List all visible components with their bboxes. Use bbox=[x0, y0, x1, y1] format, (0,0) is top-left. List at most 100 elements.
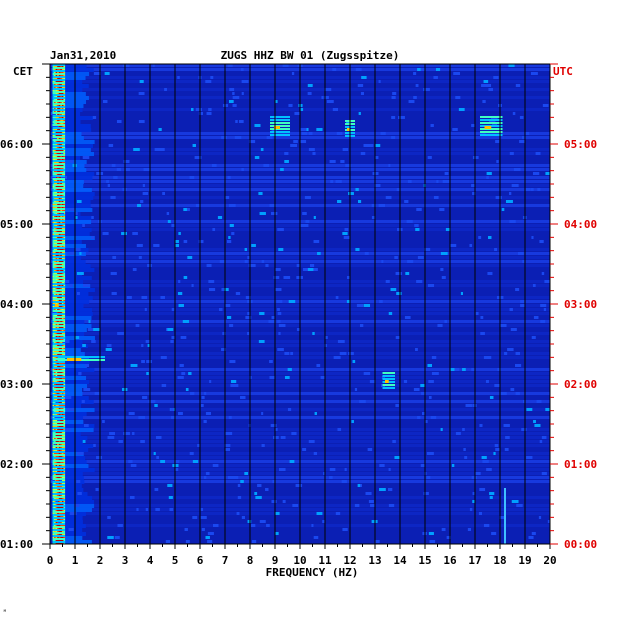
noise-speckle bbox=[329, 468, 336, 471]
noise-speckle bbox=[247, 332, 250, 335]
noise-speckle bbox=[391, 136, 396, 139]
noise-speckle bbox=[229, 88, 235, 91]
noise-speckle bbox=[205, 80, 212, 83]
feature-event bbox=[52, 415, 65, 417]
noise-speckle bbox=[126, 296, 132, 299]
noise-speckle bbox=[440, 428, 443, 431]
band-tail bbox=[65, 452, 84, 456]
noise-speckle bbox=[343, 236, 350, 239]
noise-speckle bbox=[183, 240, 188, 243]
noise-speckle bbox=[111, 164, 116, 167]
noise-speckle bbox=[483, 80, 489, 83]
noise-speckle bbox=[311, 524, 314, 527]
noise-speckle bbox=[413, 72, 417, 75]
noise-speckle bbox=[302, 448, 307, 451]
x-axis-label: FREQUENCY (HZ) bbox=[266, 566, 359, 579]
noise-speckle bbox=[526, 408, 533, 411]
noise-speckle bbox=[337, 200, 342, 203]
noise-speckle bbox=[394, 456, 400, 459]
feature-event bbox=[52, 247, 65, 249]
feature-event bbox=[52, 172, 65, 174]
x-tick-label: 19 bbox=[518, 554, 531, 567]
feature-event bbox=[480, 134, 503, 136]
band-tail bbox=[65, 292, 89, 296]
noise-speckle bbox=[481, 456, 487, 459]
noise-speckle bbox=[219, 260, 226, 263]
noise-speckle bbox=[428, 532, 434, 535]
noise-speckle bbox=[441, 528, 446, 531]
feature-event bbox=[52, 457, 65, 459]
feature-event bbox=[52, 277, 65, 279]
feature-event bbox=[270, 134, 290, 136]
noise-speckle bbox=[541, 436, 547, 439]
noise-speckle bbox=[272, 480, 276, 483]
noise-speckle bbox=[274, 428, 278, 431]
band-tail bbox=[65, 324, 92, 328]
noise-speckle bbox=[95, 488, 99, 491]
noise-speckle bbox=[258, 340, 265, 343]
noise-speckle bbox=[268, 320, 276, 323]
noise-speckle bbox=[235, 384, 239, 387]
left-time-axis: 06:00 05:00 04:00 03:00 02:00 01:00 bbox=[0, 63, 50, 551]
noise-speckle bbox=[433, 76, 438, 79]
noise-speckle bbox=[277, 308, 280, 311]
noise-speckle bbox=[261, 444, 265, 447]
feature-event bbox=[270, 131, 290, 133]
noise-speckle bbox=[388, 164, 391, 167]
noise-speckle bbox=[437, 324, 443, 327]
noise-speckle bbox=[342, 232, 348, 235]
noise-speckle bbox=[192, 460, 199, 463]
left-time-label: 03:00 bbox=[0, 378, 33, 391]
noise-speckle bbox=[397, 116, 405, 119]
noise-speckle bbox=[69, 160, 74, 163]
noise-speckle bbox=[121, 232, 127, 235]
noise-speckle bbox=[247, 312, 251, 315]
noise-speckle bbox=[426, 476, 431, 479]
noise-speckle bbox=[540, 320, 546, 323]
band-tail bbox=[65, 376, 87, 380]
noise-speckle bbox=[135, 324, 140, 327]
date-label: Jan31,2010 bbox=[50, 49, 116, 62]
noise-speckle bbox=[236, 512, 240, 515]
x-tick-label: 20 bbox=[543, 554, 556, 567]
noise-speckle bbox=[228, 204, 236, 207]
noise-speckle bbox=[475, 312, 479, 315]
band-tail bbox=[65, 288, 95, 292]
noise-speckle bbox=[342, 528, 348, 531]
feature-event bbox=[52, 328, 65, 330]
noise-speckle bbox=[231, 476, 239, 479]
noise-speckle bbox=[52, 176, 57, 179]
left-timezone-label: CET bbox=[13, 65, 33, 78]
noise-speckle bbox=[283, 276, 291, 279]
noise-speckle bbox=[296, 264, 301, 267]
noise-speckle bbox=[330, 180, 334, 183]
noise-speckle bbox=[469, 508, 473, 511]
chart-title: ZUGS HHZ BW 01 (Zugsspitze) bbox=[221, 49, 400, 62]
noise-speckle bbox=[85, 364, 90, 367]
feature-event bbox=[52, 82, 65, 84]
noise-speckle bbox=[191, 108, 194, 111]
feature-event bbox=[52, 409, 65, 411]
noise-speckle bbox=[117, 524, 123, 527]
band-tail bbox=[65, 540, 92, 544]
noise-speckle bbox=[363, 304, 371, 307]
noise-speckle bbox=[320, 376, 326, 379]
noise-speckle bbox=[366, 144, 374, 147]
frequency-gridlines bbox=[74, 64, 526, 544]
feature-event bbox=[52, 331, 65, 333]
noise-speckle bbox=[67, 252, 75, 255]
noise-speckle bbox=[326, 100, 334, 103]
band-tail bbox=[65, 184, 84, 188]
noise-speckle bbox=[171, 308, 175, 311]
noise-speckle bbox=[428, 380, 434, 383]
noise-speckle bbox=[130, 464, 137, 467]
noise-speckle bbox=[171, 224, 176, 227]
noise-speckle bbox=[487, 272, 493, 275]
noise-speckle bbox=[288, 300, 296, 303]
noise-speckle bbox=[378, 80, 381, 83]
noise-speckle bbox=[462, 368, 466, 371]
noise-speckle bbox=[519, 116, 524, 119]
noise-speckle bbox=[391, 116, 396, 119]
noise-speckle bbox=[136, 244, 143, 247]
